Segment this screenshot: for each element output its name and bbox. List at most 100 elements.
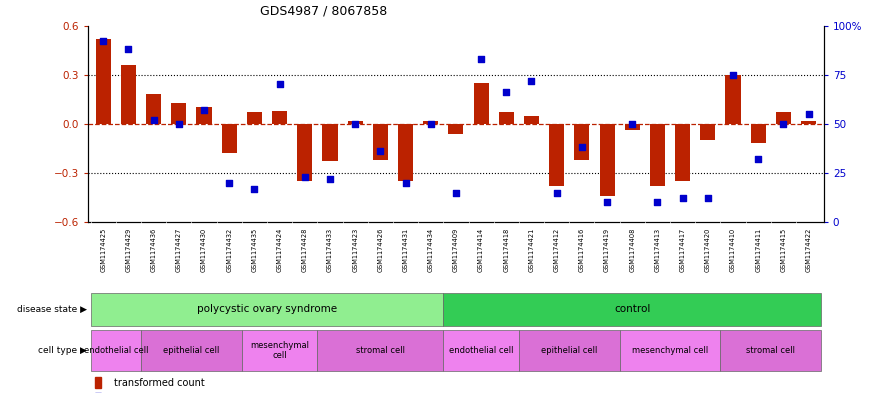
Bar bbox=[801, 121, 816, 124]
Bar bbox=[91, 331, 141, 371]
Text: GSM1174432: GSM1174432 bbox=[226, 228, 233, 272]
Bar bbox=[519, 331, 619, 371]
Text: GSM1174410: GSM1174410 bbox=[730, 228, 736, 272]
Text: GSM1174416: GSM1174416 bbox=[579, 228, 585, 272]
Point bbox=[574, 144, 589, 151]
Bar bbox=[675, 124, 690, 181]
Bar bbox=[96, 39, 111, 124]
Bar bbox=[95, 376, 100, 388]
Bar bbox=[241, 331, 317, 371]
Point bbox=[726, 72, 740, 78]
Text: endothelial cell: endothelial cell bbox=[84, 346, 148, 355]
Point bbox=[348, 121, 362, 127]
Point bbox=[700, 195, 714, 202]
Bar bbox=[725, 75, 741, 124]
Text: GSM1174427: GSM1174427 bbox=[176, 228, 181, 272]
Text: stromal cell: stromal cell bbox=[746, 346, 796, 355]
Text: GSM1174417: GSM1174417 bbox=[679, 228, 685, 272]
Bar bbox=[619, 331, 721, 371]
Bar bbox=[322, 124, 337, 162]
Bar bbox=[247, 112, 262, 124]
Point bbox=[146, 117, 160, 123]
Bar bbox=[474, 83, 489, 124]
Text: GSM1174433: GSM1174433 bbox=[327, 228, 333, 272]
Text: GSM1174408: GSM1174408 bbox=[629, 228, 635, 272]
Text: GSM1174412: GSM1174412 bbox=[553, 228, 559, 272]
Text: GSM1174413: GSM1174413 bbox=[655, 228, 661, 272]
Text: mesenchymal cell: mesenchymal cell bbox=[632, 346, 708, 355]
Point bbox=[197, 107, 211, 113]
Text: GSM1174418: GSM1174418 bbox=[503, 228, 509, 272]
Text: disease state ▶: disease state ▶ bbox=[18, 305, 87, 314]
Bar bbox=[574, 124, 589, 160]
Point bbox=[96, 38, 110, 44]
Text: GSM1174422: GSM1174422 bbox=[805, 228, 811, 272]
Point bbox=[550, 189, 564, 196]
Bar bbox=[373, 124, 388, 160]
Text: epithelial cell: epithelial cell bbox=[541, 346, 597, 355]
Point bbox=[122, 46, 136, 52]
Text: GSM1174425: GSM1174425 bbox=[100, 228, 107, 272]
Point bbox=[448, 189, 463, 196]
Text: GSM1174415: GSM1174415 bbox=[781, 228, 787, 272]
Text: epithelial cell: epithelial cell bbox=[163, 346, 219, 355]
Text: cell type ▶: cell type ▶ bbox=[39, 346, 87, 355]
Bar bbox=[776, 112, 791, 124]
Point bbox=[323, 176, 337, 182]
Point bbox=[222, 180, 236, 186]
Bar bbox=[91, 293, 443, 326]
Point bbox=[776, 121, 790, 127]
Text: GSM1174430: GSM1174430 bbox=[201, 228, 207, 272]
Bar bbox=[448, 124, 463, 134]
Text: GSM1174435: GSM1174435 bbox=[251, 228, 257, 272]
Point bbox=[600, 199, 614, 206]
Text: polycystic ovary syndrome: polycystic ovary syndrome bbox=[197, 305, 337, 314]
Bar bbox=[625, 124, 640, 130]
Text: GSM1174414: GSM1174414 bbox=[478, 228, 485, 272]
Bar bbox=[398, 124, 413, 181]
Text: GSM1174409: GSM1174409 bbox=[453, 228, 459, 272]
Text: GSM1174428: GSM1174428 bbox=[302, 228, 307, 272]
Bar bbox=[297, 124, 313, 181]
Point bbox=[374, 148, 388, 154]
Bar bbox=[222, 124, 237, 153]
Bar bbox=[146, 94, 161, 124]
Text: GSM1174429: GSM1174429 bbox=[125, 228, 131, 272]
Point bbox=[676, 195, 690, 202]
Text: mesenchymal
cell: mesenchymal cell bbox=[250, 341, 309, 360]
Point bbox=[650, 199, 664, 206]
Bar bbox=[751, 124, 766, 143]
Text: control: control bbox=[614, 305, 650, 314]
Bar bbox=[443, 331, 519, 371]
Point bbox=[751, 156, 766, 162]
Text: GSM1174421: GSM1174421 bbox=[529, 228, 535, 272]
Bar bbox=[272, 111, 287, 124]
Text: GSM1174411: GSM1174411 bbox=[755, 228, 761, 272]
Text: GSM1174424: GSM1174424 bbox=[277, 228, 283, 272]
Point bbox=[272, 81, 286, 88]
Bar bbox=[443, 293, 821, 326]
Bar bbox=[650, 124, 665, 186]
Bar bbox=[700, 124, 715, 140]
Point bbox=[172, 121, 186, 127]
Text: stromal cell: stromal cell bbox=[356, 346, 405, 355]
Point bbox=[474, 56, 488, 62]
Text: GDS4987 / 8067858: GDS4987 / 8067858 bbox=[260, 5, 388, 18]
Text: GSM1174431: GSM1174431 bbox=[403, 228, 409, 272]
Bar bbox=[599, 124, 615, 196]
Text: GSM1174420: GSM1174420 bbox=[705, 228, 711, 272]
Text: transformed count: transformed count bbox=[114, 378, 204, 388]
Point bbox=[626, 121, 640, 127]
Text: GSM1174434: GSM1174434 bbox=[427, 228, 433, 272]
Point bbox=[500, 89, 514, 95]
Point bbox=[248, 185, 262, 192]
Text: GSM1174426: GSM1174426 bbox=[377, 228, 383, 272]
Point bbox=[524, 77, 538, 84]
Point bbox=[802, 111, 816, 117]
Bar bbox=[171, 103, 187, 124]
Bar bbox=[121, 65, 136, 124]
Bar bbox=[524, 116, 539, 124]
Bar bbox=[423, 121, 438, 124]
Bar bbox=[721, 331, 821, 371]
Bar bbox=[348, 121, 363, 124]
